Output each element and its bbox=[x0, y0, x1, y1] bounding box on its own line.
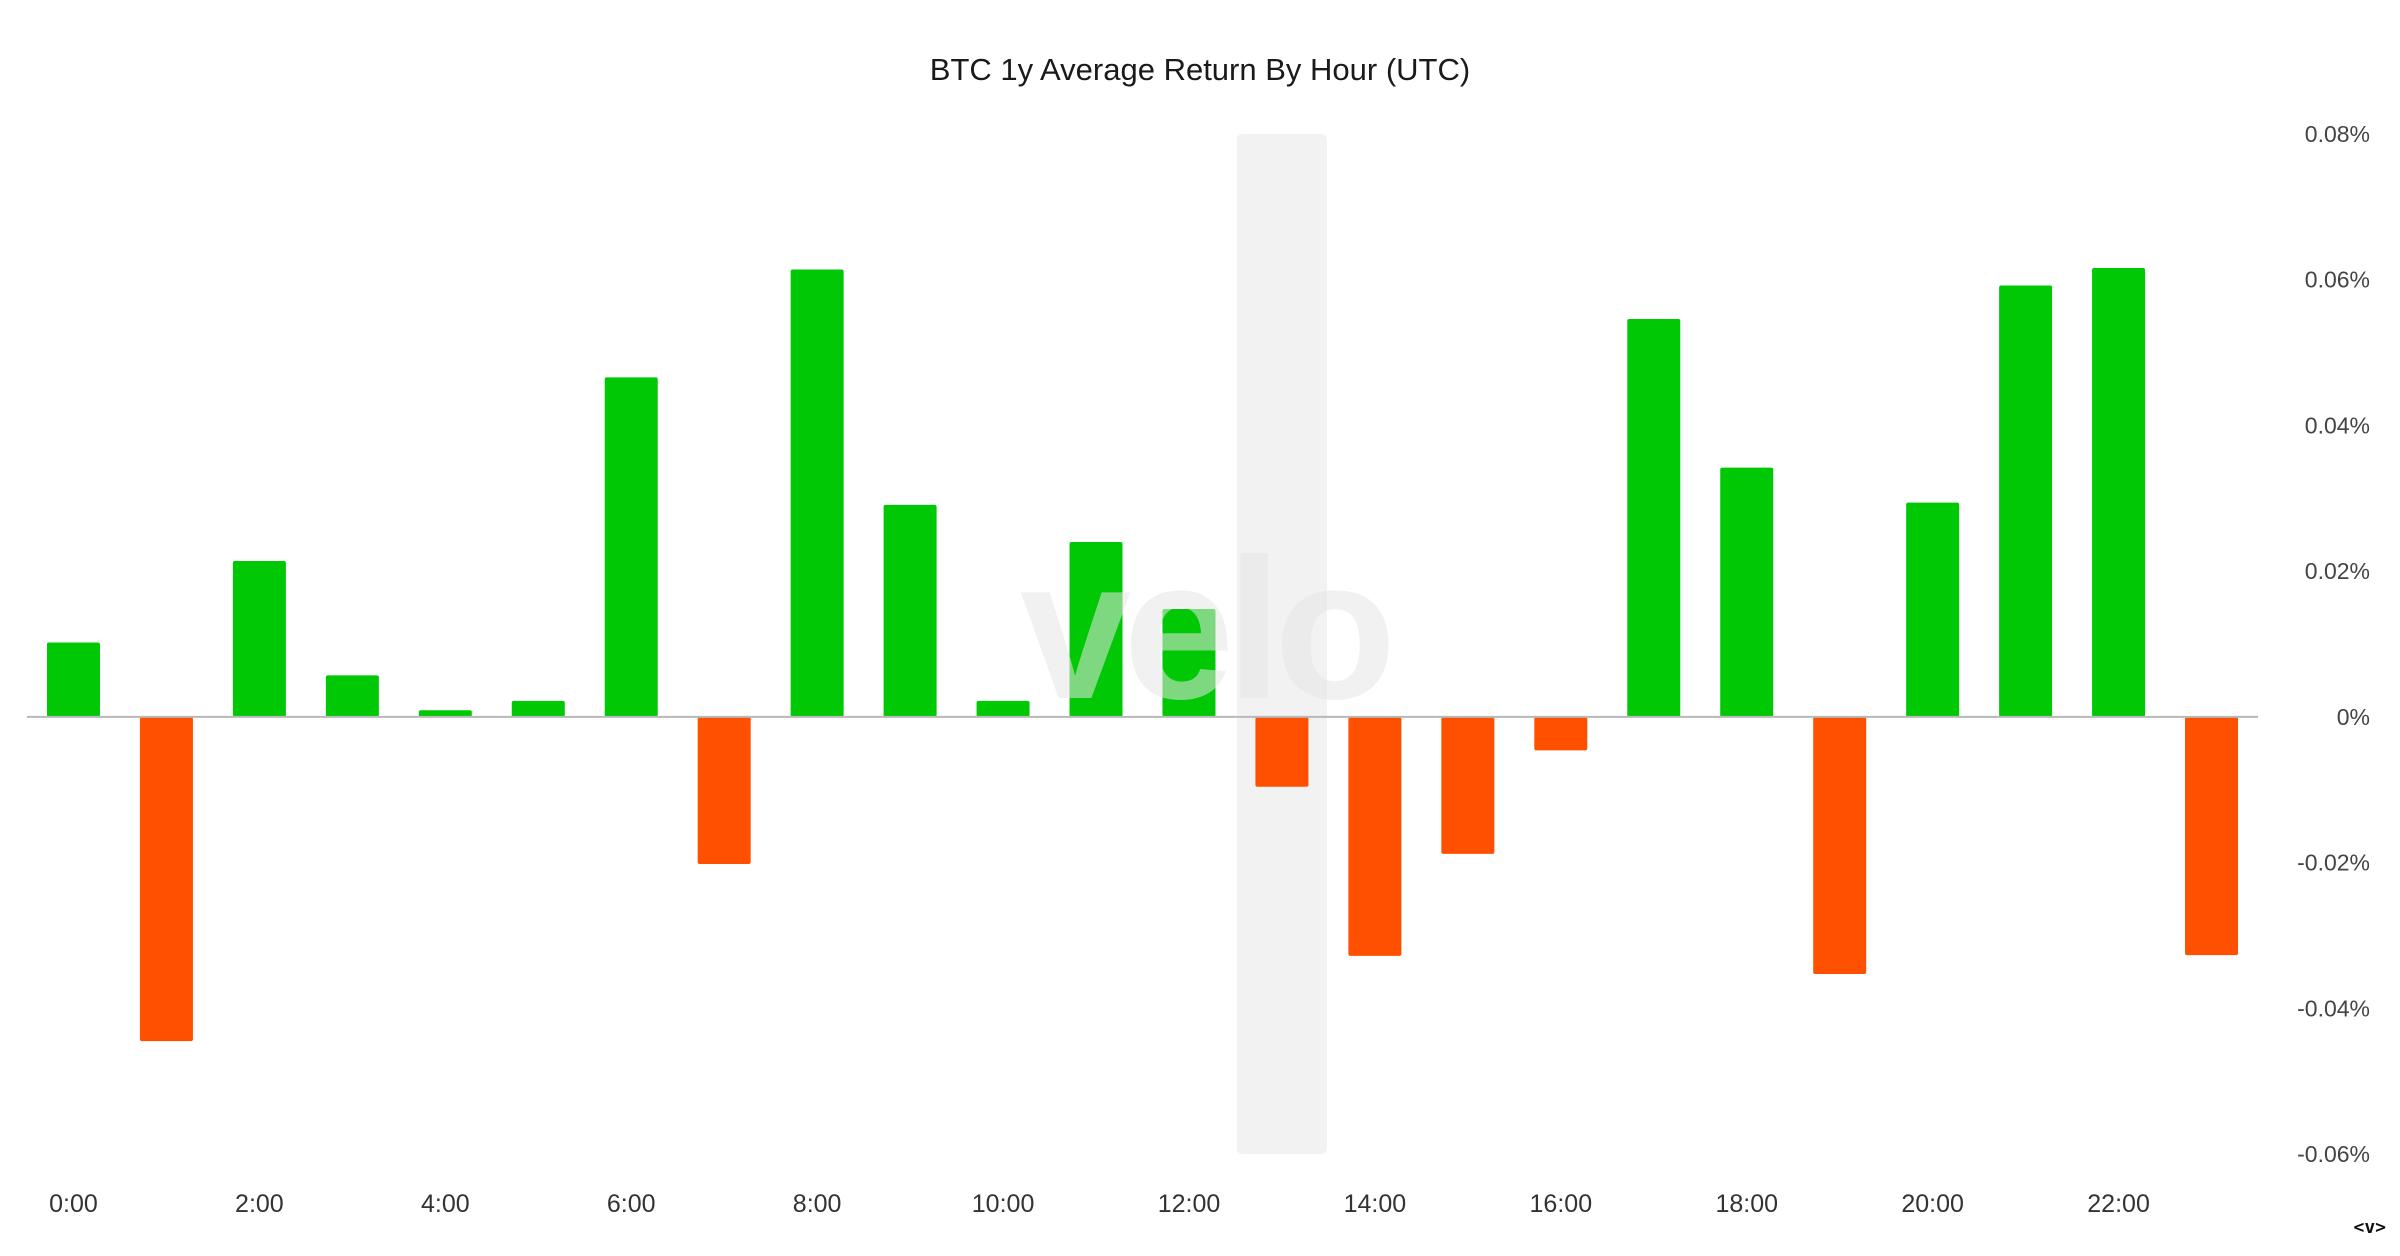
bar-600[interactable] bbox=[604, 377, 658, 717]
bar-500[interactable] bbox=[511, 700, 565, 717]
hover-highlight-layer bbox=[1236, 134, 1327, 1154]
bar-2200[interactable] bbox=[2092, 268, 2146, 717]
bar-000[interactable] bbox=[46, 642, 100, 717]
bar-1500[interactable] bbox=[1441, 716, 1495, 854]
bar-1300[interactable] bbox=[1255, 716, 1309, 787]
bar-1200[interactable] bbox=[1162, 609, 1216, 717]
bar-1400[interactable] bbox=[1348, 716, 1402, 956]
bar-400[interactable] bbox=[418, 710, 472, 717]
bar-1900[interactable] bbox=[1813, 716, 1867, 975]
axis-layer: 0.08% 0.06% 0.04% 0.02% 0% -0.02% -0.04% -0.06%… bbox=[27, 121, 2370, 1218]
bar-800[interactable] bbox=[790, 269, 844, 717]
x-tick-label: 4:00 bbox=[421, 1190, 470, 1218]
bar-2100[interactable] bbox=[1999, 285, 2053, 717]
bar-1000[interactable] bbox=[976, 700, 1030, 717]
bar-900[interactable] bbox=[883, 504, 937, 717]
bar-1700[interactable] bbox=[1627, 319, 1681, 717]
bar-1800[interactable] bbox=[1720, 467, 1774, 717]
y-tick-label: -0.06% bbox=[2297, 1141, 2370, 1167]
y-tick-label: 0.02% bbox=[2305, 558, 2370, 584]
bar-1600[interactable] bbox=[1534, 716, 1588, 751]
x-tick-label: 6:00 bbox=[607, 1190, 656, 1218]
x-tick-label: 12:00 bbox=[1158, 1190, 1221, 1218]
x-tick-label: 8:00 bbox=[793, 1190, 842, 1218]
x-tick-label: 22:00 bbox=[2087, 1190, 2150, 1218]
bar-100[interactable] bbox=[139, 716, 193, 1042]
x-tick-label: 2:00 bbox=[235, 1190, 284, 1218]
x-tick-label: 14:00 bbox=[1344, 1190, 1407, 1218]
y-tick-label: -0.04% bbox=[2297, 995, 2370, 1021]
bar-700[interactable] bbox=[697, 716, 751, 865]
y-tick-label: 0.06% bbox=[2305, 267, 2370, 293]
highlight-column bbox=[1236, 134, 1327, 1154]
y-tick-label: -0.02% bbox=[2297, 850, 2370, 876]
x-tick-label: 20:00 bbox=[1901, 1190, 1964, 1218]
bar-2000[interactable] bbox=[1906, 502, 1960, 717]
bar-1100[interactable] bbox=[1069, 542, 1123, 717]
bar-200[interactable] bbox=[232, 560, 286, 717]
chart-title: BTC 1y Average Return By Hour (UTC) bbox=[929, 52, 1471, 87]
x-tick-label: 10:00 bbox=[972, 1190, 1035, 1218]
y-tick-label: 0% bbox=[2337, 704, 2370, 730]
bars-layer bbox=[46, 268, 2239, 1042]
y-tick-label: 0.04% bbox=[2305, 412, 2370, 438]
velo-corner-logo: <v> bbox=[2353, 1217, 2386, 1238]
bar-2300[interactable] bbox=[2185, 716, 2239, 956]
x-tick-label: 18:00 bbox=[1715, 1190, 1778, 1218]
x-tick-label: 0:00 bbox=[49, 1190, 98, 1218]
x-tick-label: 16:00 bbox=[1530, 1190, 1593, 1218]
y-tick-label: 0.08% bbox=[2305, 121, 2370, 147]
bar-300[interactable] bbox=[325, 675, 379, 717]
